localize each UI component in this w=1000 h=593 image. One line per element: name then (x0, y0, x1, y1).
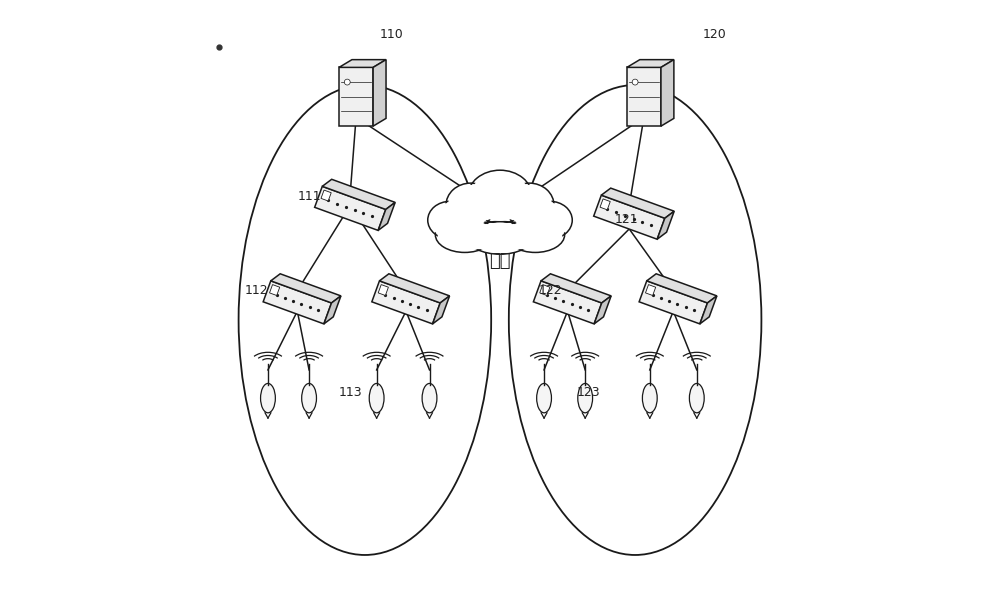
Ellipse shape (505, 183, 554, 228)
Polygon shape (533, 281, 602, 324)
Ellipse shape (578, 384, 593, 413)
Text: 123: 123 (576, 386, 600, 399)
Polygon shape (627, 68, 661, 126)
Polygon shape (372, 281, 440, 324)
Polygon shape (540, 285, 550, 295)
Ellipse shape (468, 170, 532, 223)
Ellipse shape (528, 202, 572, 239)
Polygon shape (700, 296, 717, 324)
Polygon shape (601, 188, 674, 218)
Ellipse shape (506, 217, 565, 253)
Ellipse shape (470, 173, 530, 221)
Ellipse shape (430, 203, 471, 237)
Circle shape (344, 79, 350, 85)
Polygon shape (661, 60, 674, 126)
Ellipse shape (428, 202, 472, 239)
Polygon shape (433, 296, 450, 324)
Ellipse shape (642, 384, 657, 413)
Polygon shape (647, 274, 717, 303)
Ellipse shape (507, 185, 552, 226)
Polygon shape (373, 60, 386, 126)
Text: 121: 121 (615, 213, 638, 226)
Polygon shape (324, 296, 341, 324)
Ellipse shape (448, 185, 493, 226)
Polygon shape (541, 274, 611, 303)
Ellipse shape (435, 217, 494, 253)
Ellipse shape (422, 384, 437, 413)
Ellipse shape (689, 384, 704, 413)
Polygon shape (339, 68, 373, 126)
Polygon shape (645, 285, 656, 295)
Polygon shape (594, 296, 611, 324)
Ellipse shape (446, 183, 495, 228)
Polygon shape (627, 60, 674, 68)
Polygon shape (315, 186, 386, 231)
Polygon shape (379, 274, 450, 303)
Polygon shape (639, 281, 707, 324)
Text: 122: 122 (538, 283, 562, 296)
Polygon shape (271, 274, 341, 303)
Ellipse shape (470, 222, 530, 253)
Polygon shape (263, 281, 332, 324)
Text: 111: 111 (297, 190, 321, 202)
Ellipse shape (508, 219, 562, 251)
Polygon shape (378, 285, 388, 295)
Polygon shape (270, 285, 280, 295)
Ellipse shape (438, 219, 492, 251)
Ellipse shape (537, 384, 551, 413)
Polygon shape (321, 190, 331, 201)
Ellipse shape (529, 203, 570, 237)
Ellipse shape (261, 384, 275, 413)
Text: 网络: 网络 (489, 252, 511, 270)
Text: 110: 110 (380, 28, 403, 41)
Polygon shape (339, 60, 386, 68)
Polygon shape (322, 179, 395, 209)
Ellipse shape (302, 384, 316, 413)
Text: 120: 120 (703, 28, 726, 41)
Polygon shape (600, 199, 610, 210)
Circle shape (632, 79, 638, 85)
Polygon shape (594, 195, 665, 239)
Text: 112: 112 (244, 283, 268, 296)
Ellipse shape (369, 384, 384, 413)
Polygon shape (378, 202, 395, 231)
Text: 113: 113 (338, 386, 362, 399)
Polygon shape (657, 211, 674, 239)
Ellipse shape (468, 221, 532, 254)
